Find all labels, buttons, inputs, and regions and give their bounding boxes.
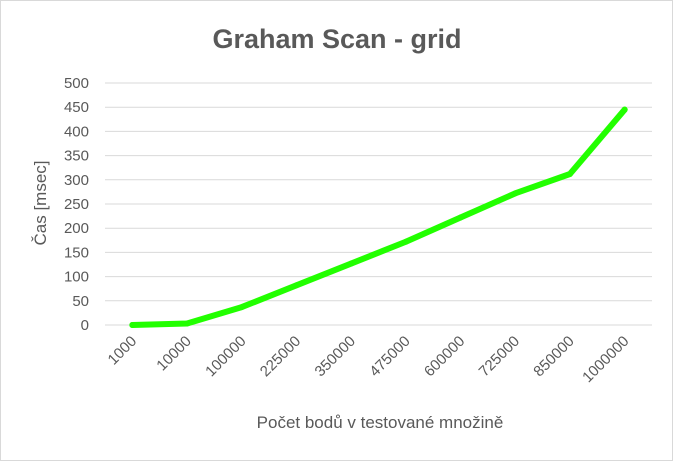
series-layer (129, 106, 628, 328)
data-point (512, 190, 519, 197)
x-tick-label: 475000 (366, 333, 413, 380)
data-point (457, 214, 464, 221)
x-tick-label: 850000 (530, 333, 577, 380)
y-tick-label: 250 (64, 196, 89, 213)
y-tick-label: 0 (81, 317, 89, 334)
y-tick-label: 50 (72, 293, 89, 310)
x-tick-label: 1000000 (579, 333, 632, 386)
data-point (402, 238, 409, 245)
y-tick-label: 150 (64, 244, 89, 261)
data-point (184, 320, 191, 327)
data-point (129, 322, 136, 328)
data-point (293, 282, 300, 289)
x-tick-label: 600000 (421, 333, 468, 380)
x-axis-label: Počet bodů v testované množině (257, 413, 504, 432)
x-tick-label: 725000 (476, 333, 523, 380)
y-tick-label: 400 (64, 123, 89, 140)
x-tick-label: 225000 (257, 333, 304, 380)
series-line (129, 106, 628, 328)
data-point (348, 260, 355, 267)
y-tick-label: 500 (64, 75, 89, 92)
data-point (238, 304, 245, 311)
y-tick-label: 200 (64, 220, 89, 237)
gridlines (105, 82, 652, 326)
x-tick-label: 100000 (202, 333, 249, 380)
x-tick-label: 1000 (105, 333, 141, 369)
y-tick-label: 100 (64, 269, 89, 286)
data-point (621, 106, 628, 113)
y-tick-label: 300 (64, 172, 89, 189)
y-tick-label: 350 (64, 148, 89, 165)
y-tick-label: 450 (64, 99, 89, 116)
chart-title: Graham Scan - grid (212, 24, 461, 54)
x-axis-ticks: 1000 10000 100000 225000 350000 475000 600000 7… (105, 333, 633, 386)
y-axis-ticks: 0 50 100 150 200 250 300 350 400 450 500 (64, 75, 89, 334)
x-tick-label: 10000 (153, 333, 195, 375)
data-point (566, 170, 573, 177)
y-axis-label: Čas [msec] (31, 160, 50, 245)
x-tick-label: 350000 (312, 333, 359, 380)
